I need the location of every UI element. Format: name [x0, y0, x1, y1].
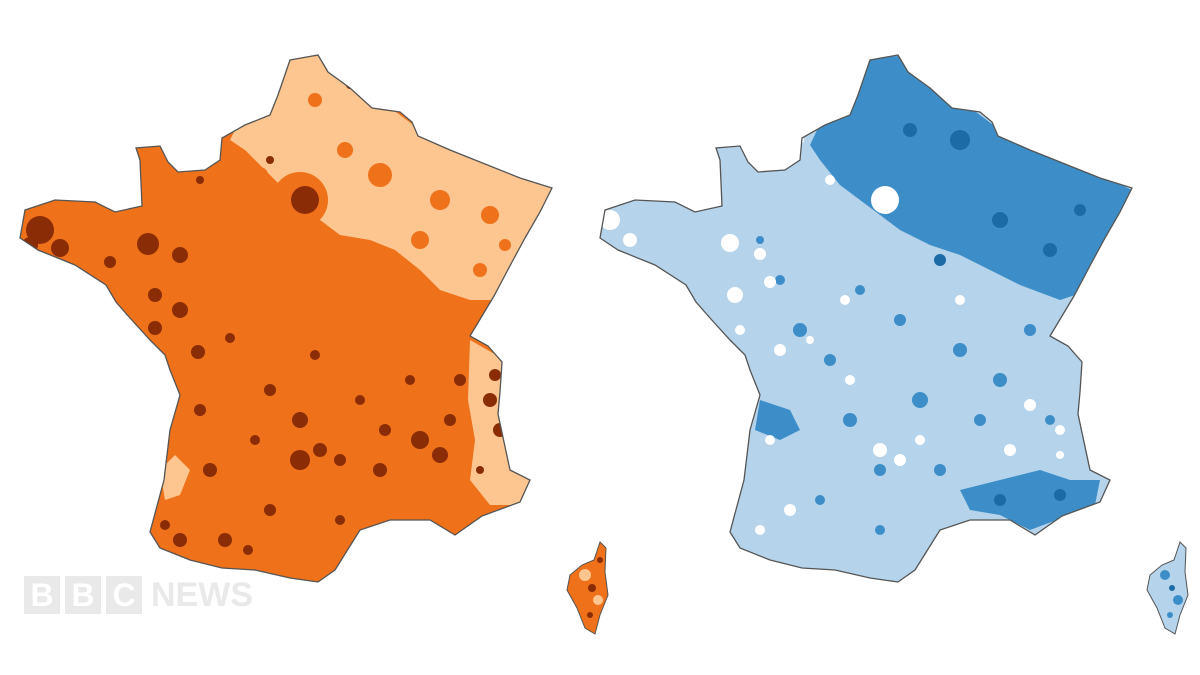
bbc-news-logo: B B C NEWS: [24, 576, 253, 614]
logo-letter-box: C: [106, 576, 142, 614]
logo-word: NEWS: [151, 576, 253, 614]
logo-letter: B: [30, 577, 54, 613]
orange-map-mid-patches: [252, 93, 511, 277]
orange-map: [19, 54, 553, 583]
blue-map: [599, 54, 1133, 583]
logo-letter: B: [71, 577, 95, 613]
orange-map-dark-patches: [22, 81, 507, 555]
logo-letter-box: B: [65, 576, 101, 614]
logo-letter: C: [112, 577, 136, 613]
blue-corsica: [1146, 541, 1189, 635]
logo-letter-box: B: [24, 576, 60, 614]
blue-map-mid-patches: [756, 236, 1055, 535]
blue-map-dark-patches: [903, 123, 1086, 506]
orange-corsica: [566, 541, 609, 635]
